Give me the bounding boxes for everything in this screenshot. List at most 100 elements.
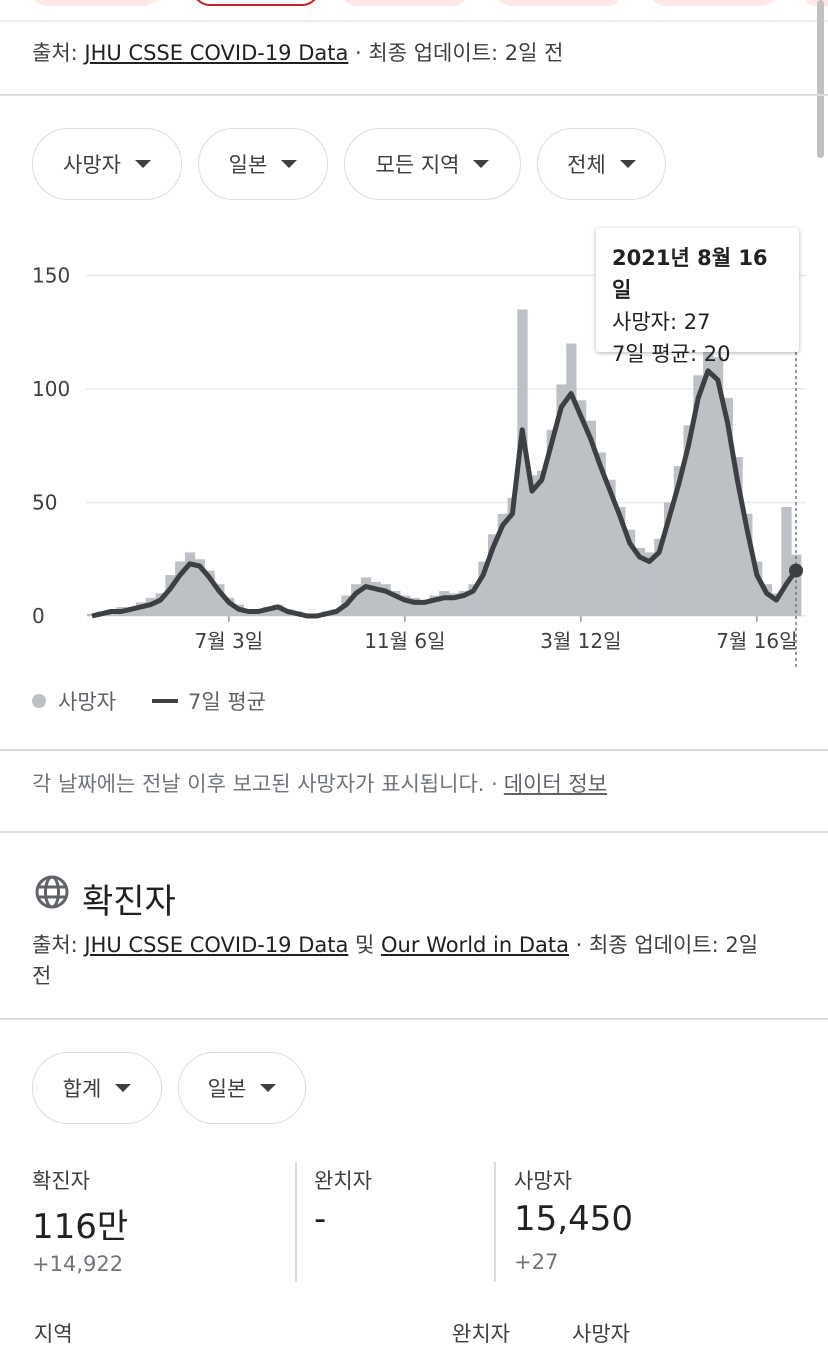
chart-tooltip: 2021년 8월 16일 사망자: 27 7일 평균: 20 [596,228,799,366]
deaths-bar [224,597,235,616]
top-chip[interactable] [800,0,828,6]
top-chip-selected[interactable] [192,0,320,6]
caret-down-icon [260,1084,277,1092]
deaths-bar [390,591,401,616]
tooltip-date: 2021년 8월 16일 [612,246,768,302]
deaths-bar [380,584,391,616]
top-filter-strip [0,0,828,22]
stat-delta-deaths: +27 [514,1250,559,1274]
stat-label-cases: 확진자 [32,1169,90,1193]
deaths-bar [703,343,714,616]
deaths-bar [644,552,655,616]
filter-chip-country[interactable]: 일본 [178,1052,306,1124]
deaths-bar [429,595,440,616]
deaths-bar [155,593,166,616]
x-tick-label: 7월 3일 [195,629,264,653]
deaths-bar [683,425,694,616]
deaths-bar [517,309,528,616]
stat-label-recovered: 완치자 [314,1169,372,1193]
filter-chip-total[interactable]: 합계 [32,1052,162,1124]
table-header-deaths[interactable]: 사망자 [572,1322,630,1346]
deaths-bar [439,591,450,616]
line-legend-swatch [151,699,178,703]
caret-down-icon [473,160,490,168]
deaths-bar [732,457,743,616]
filter-chip-country[interactable]: 일본 [198,128,328,200]
source-prefix: 출처: [32,41,85,65]
deaths-bar [742,513,753,616]
chip-label: 일본 [228,153,268,177]
x-tick-label: 7월 16일 [716,629,797,653]
deaths-bar [360,577,372,616]
tooltip-average: 7일 평균: 20 [612,342,731,366]
header-shadow [0,20,828,23]
deaths-bar [536,470,548,616]
chip-label: 전체 [567,153,606,177]
top-chip[interactable] [340,0,470,6]
deaths-bar [546,429,557,616]
deaths-bar [448,593,460,616]
deaths-bar [712,357,724,616]
divider [0,1018,828,1020]
deaths-bar [585,420,597,616]
chip-label: 모든 지역 [375,153,460,177]
deaths-bar [468,584,479,616]
filter-chip-period[interactable]: 전체 [537,128,666,200]
note-text: 각 날짜에는 전날 이후 보고된 사망자가 표시됩니다. · [32,772,498,796]
deaths-bar [781,507,792,616]
deaths-bar [488,534,499,616]
deaths-bar [752,561,763,616]
deaths-chart[interactable]: 0 50 100 150 7월 3일 11월 6일 3월 12일 7월 16일 [0,220,828,670]
chip-label: 합계 [62,1077,102,1101]
stat-value-cases: 116만 [32,1207,129,1247]
stat-value-deaths: 15,450 [514,1199,633,1239]
top-chip[interactable] [30,0,162,6]
owid-source-link[interactable]: Our World in Data [381,933,569,957]
deaths-bar [654,538,665,616]
deaths-bar [194,559,205,616]
filter-chip-region[interactable]: 모든 지역 [344,128,521,200]
top-chip[interactable] [648,0,778,6]
hover-point [789,563,803,578]
deaths-bar [527,475,538,616]
deaths-bar [595,452,606,616]
deaths-bar [624,529,636,616]
top-chip[interactable] [494,0,624,6]
source-prefix: 출처: [32,933,85,957]
filter-chip-metric[interactable]: 사망자 [32,128,182,200]
divider [0,94,828,96]
jhu-source-link[interactable]: JHU CSSE COVID-19 Data [84,41,349,65]
cases-source-line: 출처: JHU CSSE COVID-19 Data 및 Our World i… [32,930,792,992]
deaths-bar [184,552,196,616]
table-header-recovered[interactable]: 완치자 [452,1322,510,1346]
scrollbar[interactable] [817,0,824,158]
deaths-bar [409,597,421,616]
stat-delta-cases: +14,922 [32,1252,124,1276]
jhu-source-link[interactable]: JHU CSSE COVID-19 Data [84,933,349,957]
deaths-bar [419,600,430,616]
stat-separator [295,1162,297,1282]
legend-bars-label: 사망자 [58,690,116,714]
chart-note: 각 날짜에는 전날 이후 보고된 사망자가 표시됩니다. · 데이터 정보 [32,768,607,798]
avg-line [91,368,799,619]
deaths-bar [370,581,381,616]
chart-legend: 사망자 7일 평균 [32,686,266,716]
deaths-bar [458,591,469,616]
deaths-bar [771,593,782,616]
cases-section-title: 확진자 [82,882,176,922]
y-tick-label: 150 [32,263,70,287]
table-header-region[interactable]: 지역 [34,1322,73,1346]
data-info-link[interactable]: 데이터 정보 [503,772,608,796]
update-text-cont: 전 [32,964,52,988]
deaths-bar [497,513,509,616]
caret-down-icon [134,160,151,168]
deaths-bar [605,479,616,616]
y-tick-label: 100 [32,377,70,401]
deaths-bar [664,502,675,616]
deaths-bar [478,561,489,616]
source-conjunction: 및 [348,933,382,957]
deaths-bar [175,561,186,616]
globe-icon [35,875,69,909]
legend-line-label: 7일 평균 [187,690,266,714]
stat-label-deaths: 사망자 [514,1169,572,1193]
